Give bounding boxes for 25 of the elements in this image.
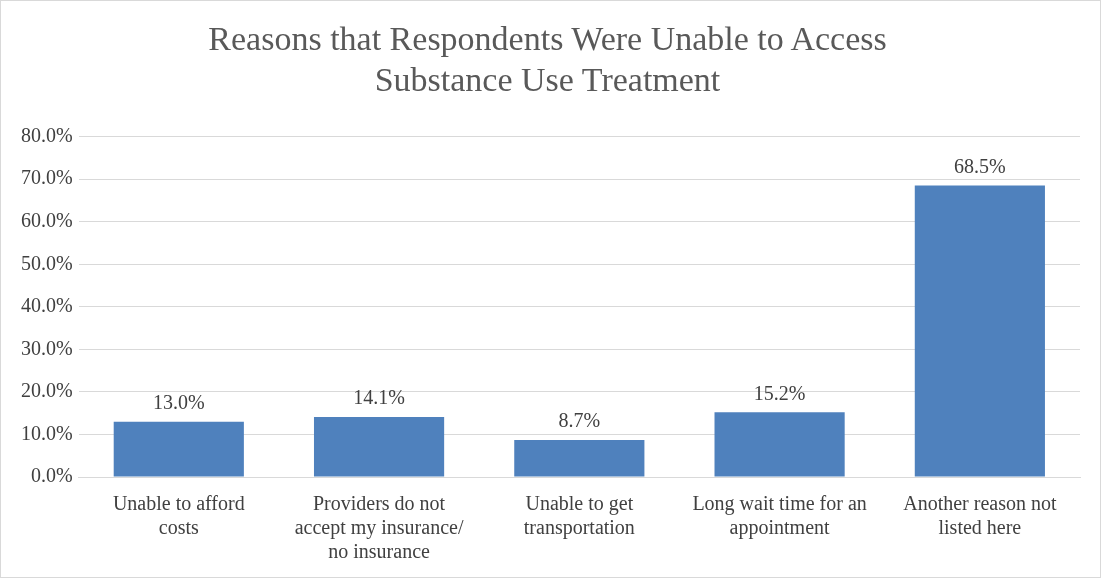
- bar: [514, 439, 645, 477]
- x-tick-label: Unable to afford costs: [112, 492, 245, 539]
- data-label: 15.2%: [753, 381, 806, 404]
- data-label: 13.0%: [152, 390, 205, 413]
- data-label: 68.5%: [954, 154, 1006, 177]
- chart-title: Reasons that Respondents Were Unable to Access Substance Use Treatment: [208, 20, 887, 99]
- y-tick-label: 80.0%: [20, 123, 73, 146]
- data-label: 8.7%: [558, 409, 601, 432]
- bar: [714, 412, 845, 477]
- bar: [914, 185, 1045, 477]
- x-tick-label: Long wait time for an appointment: [692, 492, 867, 540]
- y-tick-label: 30.0%: [20, 336, 73, 359]
- y-tick-label: 70.0%: [20, 166, 73, 189]
- bar: [313, 417, 445, 477]
- bar: [113, 421, 244, 477]
- y-tick-label: 10.0%: [20, 421, 73, 444]
- x-tick-label: Providers do not accept my insurance/ no insurance: [294, 492, 464, 563]
- data-label: 14.1%: [353, 386, 405, 409]
- x-tick-label: Unable to get transportation: [523, 492, 635, 540]
- y-tick-label: 40.0%: [20, 294, 73, 317]
- x-tick-label: Another reason not listed here: [903, 492, 1057, 539]
- y-tick-label: 0.0%: [30, 464, 73, 487]
- y-tick-label: 60.0%: [20, 208, 73, 231]
- y-tick-label: 50.0%: [20, 251, 73, 274]
- y-tick-label: 20.0%: [20, 379, 73, 402]
